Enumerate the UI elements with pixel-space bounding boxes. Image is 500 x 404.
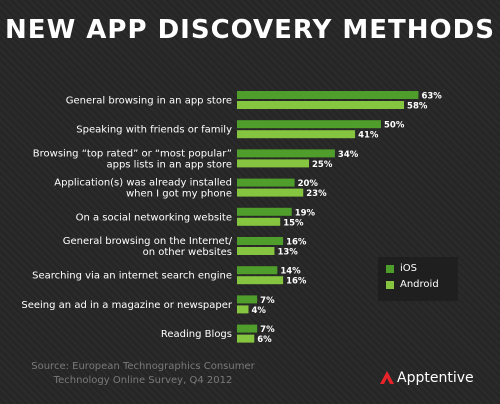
value-label-ios: 50%: [384, 121, 405, 131]
bar-ios: [237, 324, 258, 333]
legend-label-ios: iOS: [400, 263, 417, 274]
chart-legend: iOS Android: [378, 257, 458, 301]
bar-ios: [237, 295, 258, 304]
legend-item-android: Android: [386, 279, 439, 290]
category-label-line: on other websites: [143, 247, 232, 258]
value-label-ios: 16%: [286, 238, 307, 248]
source-line-1: Source: European Technographics Consumer: [31, 361, 255, 372]
value-label-ios: 7%: [260, 296, 275, 306]
value-label-android: 58%: [407, 102, 428, 112]
bar-android: [237, 217, 281, 226]
category-label: Browsing “top rated” or “most popular” ap…: [33, 148, 232, 170]
legend-swatch-android: [386, 280, 394, 289]
value-label-android: 6%: [257, 335, 272, 345]
value-label-ios: 20%: [298, 179, 319, 189]
chart-title: NEW APP DISCOVERY METHODS: [5, 15, 495, 45]
value-label-ios: 34%: [338, 150, 359, 160]
category-label-line: Browsing “top rated” or “most popular”: [33, 148, 232, 159]
category-label: Application(s) was already installed when…: [54, 178, 232, 200]
category-label-line: Seeing an ad in a magazine or newspaper: [21, 300, 232, 311]
category-label-line: apps lists in an app store: [106, 159, 232, 170]
category-label: On a social networking website: [76, 212, 232, 223]
legend-swatch-ios: [386, 264, 394, 273]
category-label-line: Application(s) was already installed: [54, 178, 232, 189]
category-label: General browsing on the Internet/on othe…: [63, 236, 233, 258]
bar-android: [237, 101, 405, 109]
value-label-android: 23%: [306, 189, 327, 199]
legend-item-ios: iOS: [386, 263, 417, 274]
legend-label-android: Android: [400, 279, 439, 290]
category-label-line: General browsing on the Internet/: [63, 236, 233, 247]
value-label-android: 25%: [312, 160, 333, 170]
value-label-ios: 63%: [421, 92, 442, 102]
bar-android: [237, 159, 309, 168]
bar-android: [237, 305, 249, 314]
source-line-2: Technology Online Survey, Q4 2012: [53, 375, 233, 386]
bar-ios: [237, 237, 284, 245]
category-label-line: General browsing in an app store: [66, 96, 232, 107]
bar-ios: [237, 120, 381, 129]
category-label-line: On a social networking website: [76, 212, 232, 223]
value-label-ios: 19%: [295, 208, 316, 218]
value-label-ios: 14%: [280, 267, 301, 277]
source-note: Source: European Technographics Consumer…: [18, 360, 268, 388]
brand-logo: Apptentive: [380, 370, 474, 386]
brand-name: Apptentive: [397, 370, 474, 386]
bar-android: [237, 247, 275, 255]
category-label: Speaking with friends or family: [76, 125, 232, 136]
bar-ios: [237, 91, 419, 99]
apptentive-logo-icon: [380, 371, 394, 384]
category-label: Seeing an ad in a magazine or newspaper: [21, 300, 232, 311]
bar-android: [237, 276, 284, 285]
bar-android: [237, 334, 255, 343]
value-label-ios: 7%: [260, 325, 275, 335]
bar-ios: [237, 149, 335, 158]
value-label-android: 4%: [252, 306, 267, 316]
value-label-android: 13%: [277, 248, 298, 258]
bar-android: [237, 130, 356, 139]
category-label-line: Searching via an internet search engine: [32, 271, 232, 282]
category-label-line: Reading Blogs: [161, 329, 232, 340]
bar-android: [237, 188, 304, 197]
category-label-line: when I got my phone: [126, 189, 232, 200]
bar-ios: [237, 207, 292, 216]
value-label-android: 16%: [286, 277, 307, 287]
value-label-android: 15%: [283, 218, 304, 228]
category-label: General browsing in an app store: [66, 96, 232, 107]
bar-ios: [237, 178, 295, 187]
bar-ios: [237, 266, 278, 275]
value-label-android: 41%: [358, 131, 379, 141]
category-label-line: Speaking with friends or family: [76, 125, 232, 136]
category-label: Reading Blogs: [161, 329, 232, 340]
category-label: Searching via an internet search engine: [32, 271, 232, 282]
